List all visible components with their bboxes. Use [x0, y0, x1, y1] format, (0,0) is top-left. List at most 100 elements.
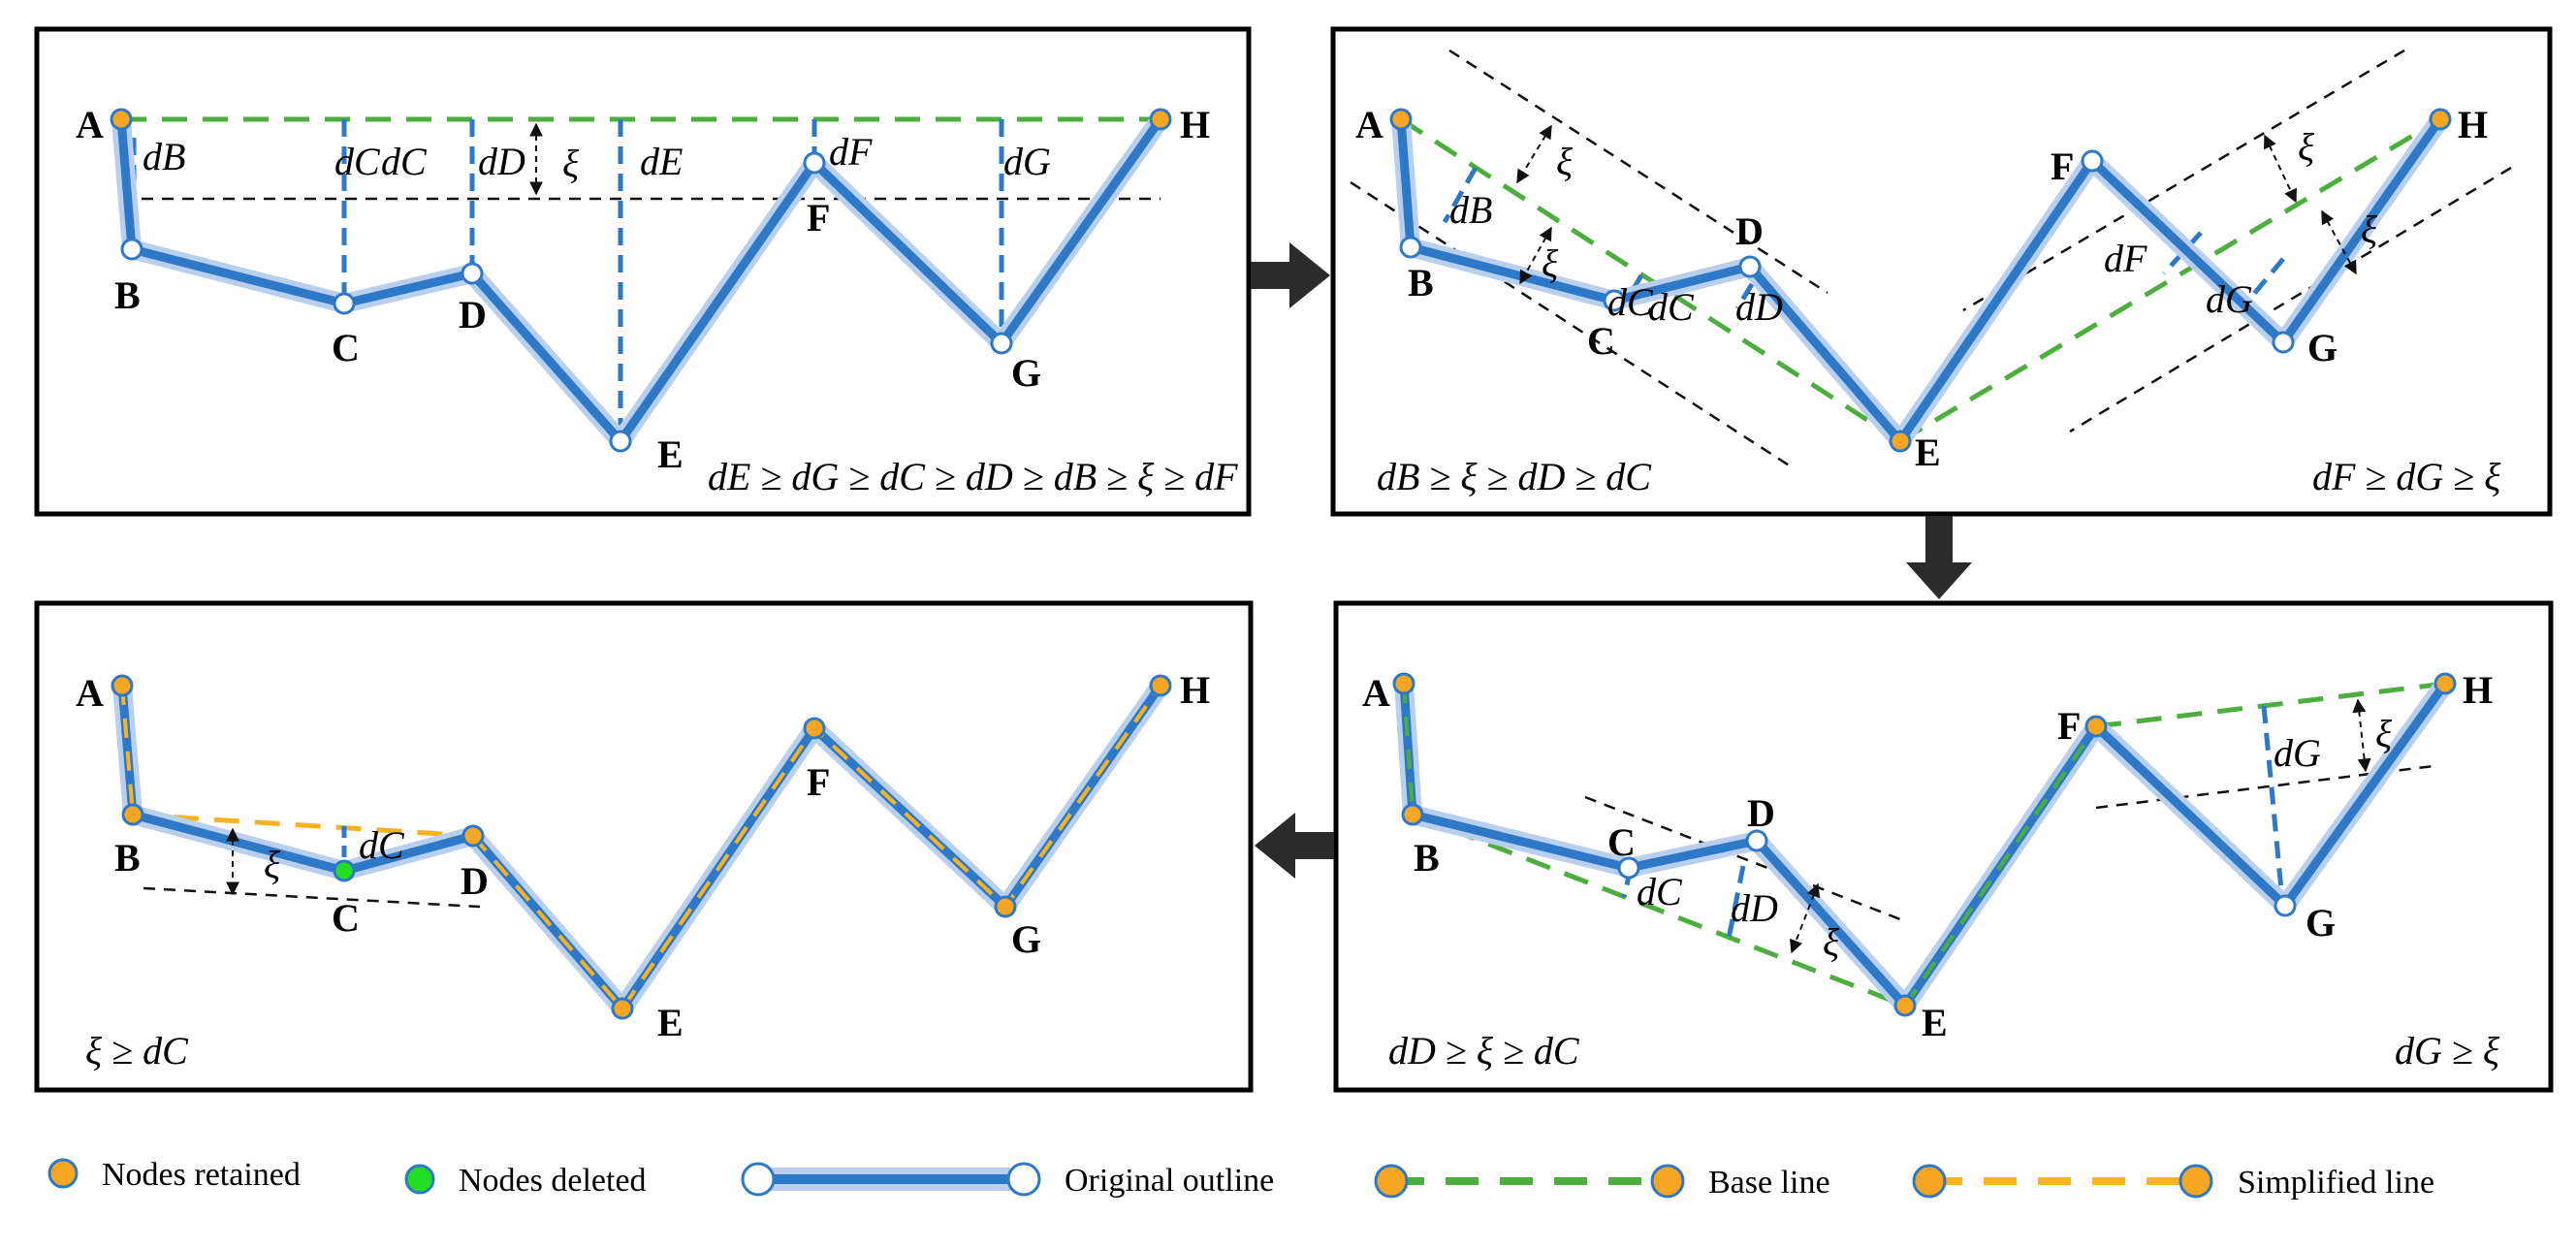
node-d	[1738, 255, 1762, 278]
node-f	[803, 717, 826, 740]
node-label: C	[1587, 319, 1615, 363]
original-outline	[116, 116, 1164, 446]
node-label: B	[1408, 261, 1434, 304]
panel-frame	[1330, 26, 2553, 517]
node-h	[1149, 108, 1172, 131]
legend-label: Nodes retained	[102, 1157, 301, 1193]
legend-label: Original outline	[1065, 1163, 1274, 1199]
legend-label: Simplified line	[2238, 1165, 2434, 1201]
node-h	[2433, 672, 2457, 695]
legend-item-deleted: Nodes deleted	[404, 1163, 647, 1199]
node-g	[2274, 894, 2297, 917]
xi-label: ξ	[1542, 241, 1559, 285]
base-line	[1412, 812, 1906, 1009]
base-line	[2095, 681, 2446, 729]
nodes	[110, 108, 1172, 453]
node-g	[990, 332, 1013, 355]
nodes	[1392, 672, 2457, 1017]
node-label: D	[459, 293, 487, 336]
node-label: B	[1414, 836, 1440, 880]
node-label: D	[1735, 209, 1764, 253]
node-d	[461, 262, 484, 285]
green-node-icon	[404, 1164, 435, 1195]
xi-label: ξ	[2375, 712, 2393, 755]
panel-2: A B C D E F G H dB dC dC dD dF dG ξ ξ ξ …	[1330, 26, 2553, 517]
xi-label: ξ	[2298, 125, 2315, 169]
distance-label: dG	[2274, 731, 2321, 775]
orange-node-icon	[48, 1158, 79, 1189]
base-segments	[1402, 683, 2098, 1008]
node-c	[333, 859, 356, 882]
node-f	[2081, 149, 2104, 173]
distance-label: dD	[1735, 285, 1783, 329]
original-outline	[1396, 116, 2444, 446]
xi-arrows	[1790, 698, 2371, 954]
node-label: F	[807, 196, 830, 240]
node-c	[1603, 289, 1626, 312]
xi-label: ξ	[1556, 140, 1574, 183]
node-b	[121, 803, 144, 826]
threshold-line	[143, 886, 481, 909]
node-label: D	[1747, 791, 1775, 835]
blue-outline-icon	[741, 1162, 1041, 1197]
distance-label: dB	[1449, 188, 1492, 232]
flow-arrow-left	[1255, 813, 1334, 879]
original-outline	[1399, 681, 2449, 1010]
node-label: H	[1180, 103, 1210, 146]
panel-frame	[34, 600, 1254, 1093]
condition-text: dB ≥ ξ ≥ dD ≥ dC	[1377, 455, 1652, 498]
threshold-lines	[1350, 48, 2512, 470]
orange-dashed-line-icon	[1912, 1164, 2213, 1199]
node-label: E	[657, 1001, 684, 1044]
node-label: G	[2307, 326, 2337, 369]
node-label: C	[332, 896, 360, 940]
node-label: A	[1362, 671, 1390, 715]
condition-text: ξ ≥ dC	[85, 1029, 189, 1073]
condition-text: dF ≥ dG ≥ ξ	[2312, 455, 2501, 498]
distance-label: dD	[478, 140, 525, 183]
node-label: F	[807, 760, 830, 804]
green-dashed-line-icon	[1374, 1164, 1685, 1199]
distance-label: dC	[381, 140, 428, 183]
node-label: A	[76, 103, 104, 146]
node-g	[2272, 331, 2295, 354]
node-label: F	[2051, 144, 2074, 188]
distance-label: dG	[2206, 277, 2253, 321]
distance-label: dF	[829, 130, 873, 174]
distance-drops	[1621, 705, 2284, 940]
node-b	[1401, 803, 1424, 826]
node-d	[1745, 829, 1768, 852]
legend-item-original: Original outline	[741, 1162, 1274, 1199]
node-a	[1389, 108, 1413, 131]
node-label: C	[1607, 820, 1636, 864]
node-a	[111, 674, 134, 697]
legend-label: Nodes deleted	[459, 1163, 647, 1199]
condition-text: dG ≥ ξ	[2395, 1029, 2500, 1073]
node-e	[609, 430, 632, 453]
node-b	[1399, 236, 1422, 259]
distance-label: dC	[1607, 280, 1654, 324]
node-a	[110, 108, 133, 131]
simplified-line	[132, 812, 474, 839]
panel-3: A B C D E F G H dC dD dG ξ ξ dD ≥ ξ ≥ dC…	[1333, 600, 2554, 1093]
panel-4: A B C D E F G H dC ξ ξ ≥ dC	[34, 600, 1254, 1093]
distance-label: dE	[640, 140, 683, 183]
node-e	[1893, 994, 1917, 1017]
nodes	[1389, 108, 2452, 453]
legend: Nodes retained Nodes deleted Original ou…	[48, 1157, 2434, 1201]
node-h	[2429, 108, 2452, 131]
node-label: E	[1915, 431, 1941, 474]
node-label: H	[2463, 668, 2493, 712]
panel-frame	[1333, 600, 2554, 1093]
simplified-overlay	[120, 685, 135, 816]
distance-label: dC	[359, 823, 405, 867]
node-label: A	[1355, 103, 1383, 146]
node-c	[1617, 856, 1640, 880]
flow-arrow-down	[1906, 516, 1972, 599]
node-g	[994, 895, 1017, 918]
node-label: E	[1922, 1001, 1948, 1044]
panel-frame	[34, 26, 1252, 517]
panel-1: A B C D E F G H dB dC dC dD dE dF dG ξ d…	[34, 26, 1252, 517]
xi-label: ξ	[2361, 208, 2378, 251]
